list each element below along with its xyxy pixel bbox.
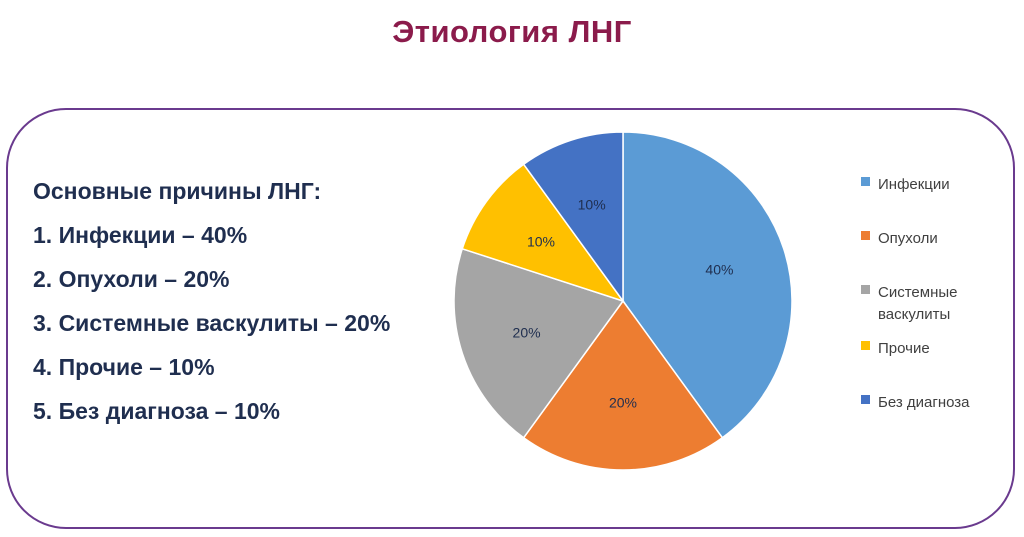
pie-label-tumors: 20% bbox=[609, 394, 637, 410]
pie-label-other: 10% bbox=[527, 233, 555, 249]
legend-swatch-no-diagnosis bbox=[861, 395, 870, 404]
legend-swatch-vasculitis bbox=[861, 285, 870, 294]
legend-item-infections: Инфекции bbox=[861, 174, 950, 196]
cause-item-4: 4. Прочие – 10% bbox=[33, 354, 215, 380]
pie-slice-no-diagnosis bbox=[522, 131, 624, 304]
causes-heading: Основные причины ЛНГ: bbox=[33, 178, 322, 204]
pie-label-no-diagnosis: 10% bbox=[578, 197, 606, 213]
legend-swatch-infections bbox=[861, 177, 870, 186]
legend-label-other: Прочие bbox=[878, 340, 930, 357]
legend-item-no-diagnosis: Без диагноза bbox=[861, 392, 970, 414]
legend-label-vasculitis: Системные васкулиты bbox=[878, 284, 958, 323]
cause-item-5: 5. Без диагноза – 10% bbox=[33, 398, 280, 424]
cause-item-1: 1. Инфекции – 40% bbox=[33, 222, 248, 248]
legend-swatch-tumors bbox=[861, 231, 870, 240]
legend-label-tumors: Опухоли bbox=[878, 230, 938, 247]
legend-item-vasculitis: Системные васкулиты bbox=[861, 282, 957, 326]
pie-label-infections: 40% bbox=[705, 262, 733, 278]
pie-slice-vasculitis bbox=[453, 247, 625, 439]
cause-item-2: 2. Опухоли – 20% bbox=[33, 266, 230, 292]
causes-list: Основные причины ЛНГ: 1. Инфекции – 40% … bbox=[33, 169, 390, 433]
legend-swatch-other bbox=[861, 341, 870, 350]
legend-item-other: Прочие bbox=[861, 338, 930, 360]
cause-item-3: 3. Системные васкулиты – 20% bbox=[33, 310, 391, 336]
legend-label-infections: Инфекции bbox=[878, 176, 950, 193]
slide-title: Этиология ЛНГ bbox=[392, 14, 632, 49]
legend-item-tumors: Опухоли bbox=[861, 228, 938, 250]
content-frame bbox=[6, 108, 1015, 529]
pie-slice-infections bbox=[622, 131, 793, 439]
legend-label-no-diagnosis: Без диагноза bbox=[878, 394, 970, 411]
pie-slice-other bbox=[461, 163, 625, 303]
pie-slice-tumors bbox=[522, 299, 724, 471]
pie-label-vasculitis: 20% bbox=[513, 324, 541, 340]
